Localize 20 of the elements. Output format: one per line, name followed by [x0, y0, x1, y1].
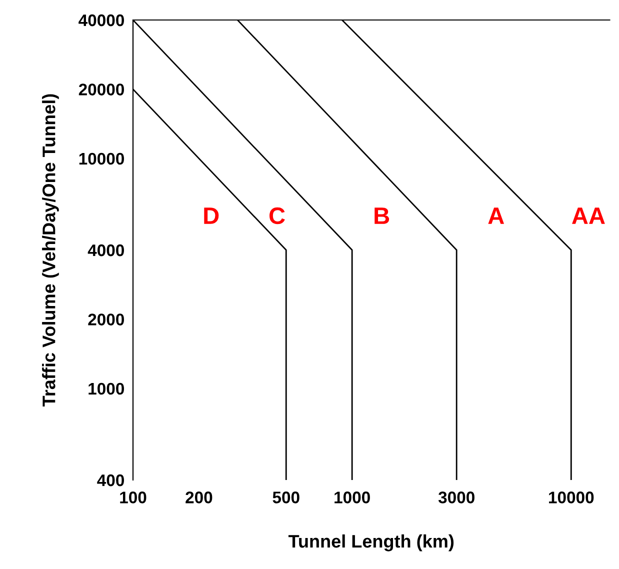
x-tick-label: 1000 — [334, 492, 370, 504]
x-tick-label: 10000 — [549, 492, 594, 504]
y-tick-label: 400 — [97, 474, 124, 486]
y-tick-label: 1000 — [88, 382, 124, 395]
y-tick-label: 10000 — [79, 152, 124, 165]
x-tick-label: 500 — [272, 492, 300, 504]
annotation: D — [204, 208, 219, 224]
y-axis-title: Traffic Volume (Veh/Day/One Tunnel) — [42, 94, 59, 406]
y-tick-label: 20000 — [78, 84, 124, 96]
annotation: C — [270, 207, 285, 224]
y-tick-label: 4000 — [88, 244, 124, 256]
x-axis-title: Tunnel Length (km) — [288, 534, 454, 552]
annotation: B — [374, 208, 390, 224]
annotation: AA — [572, 208, 605, 224]
x-tick-label: 200 — [186, 492, 212, 504]
x-tick-label: 3000 — [438, 492, 474, 504]
annotation: A — [488, 208, 504, 224]
x-tick-label: 100 — [120, 492, 146, 504]
y-tick-label: 40000 — [78, 14, 124, 26]
y-tick-label: 2000 — [88, 314, 124, 326]
